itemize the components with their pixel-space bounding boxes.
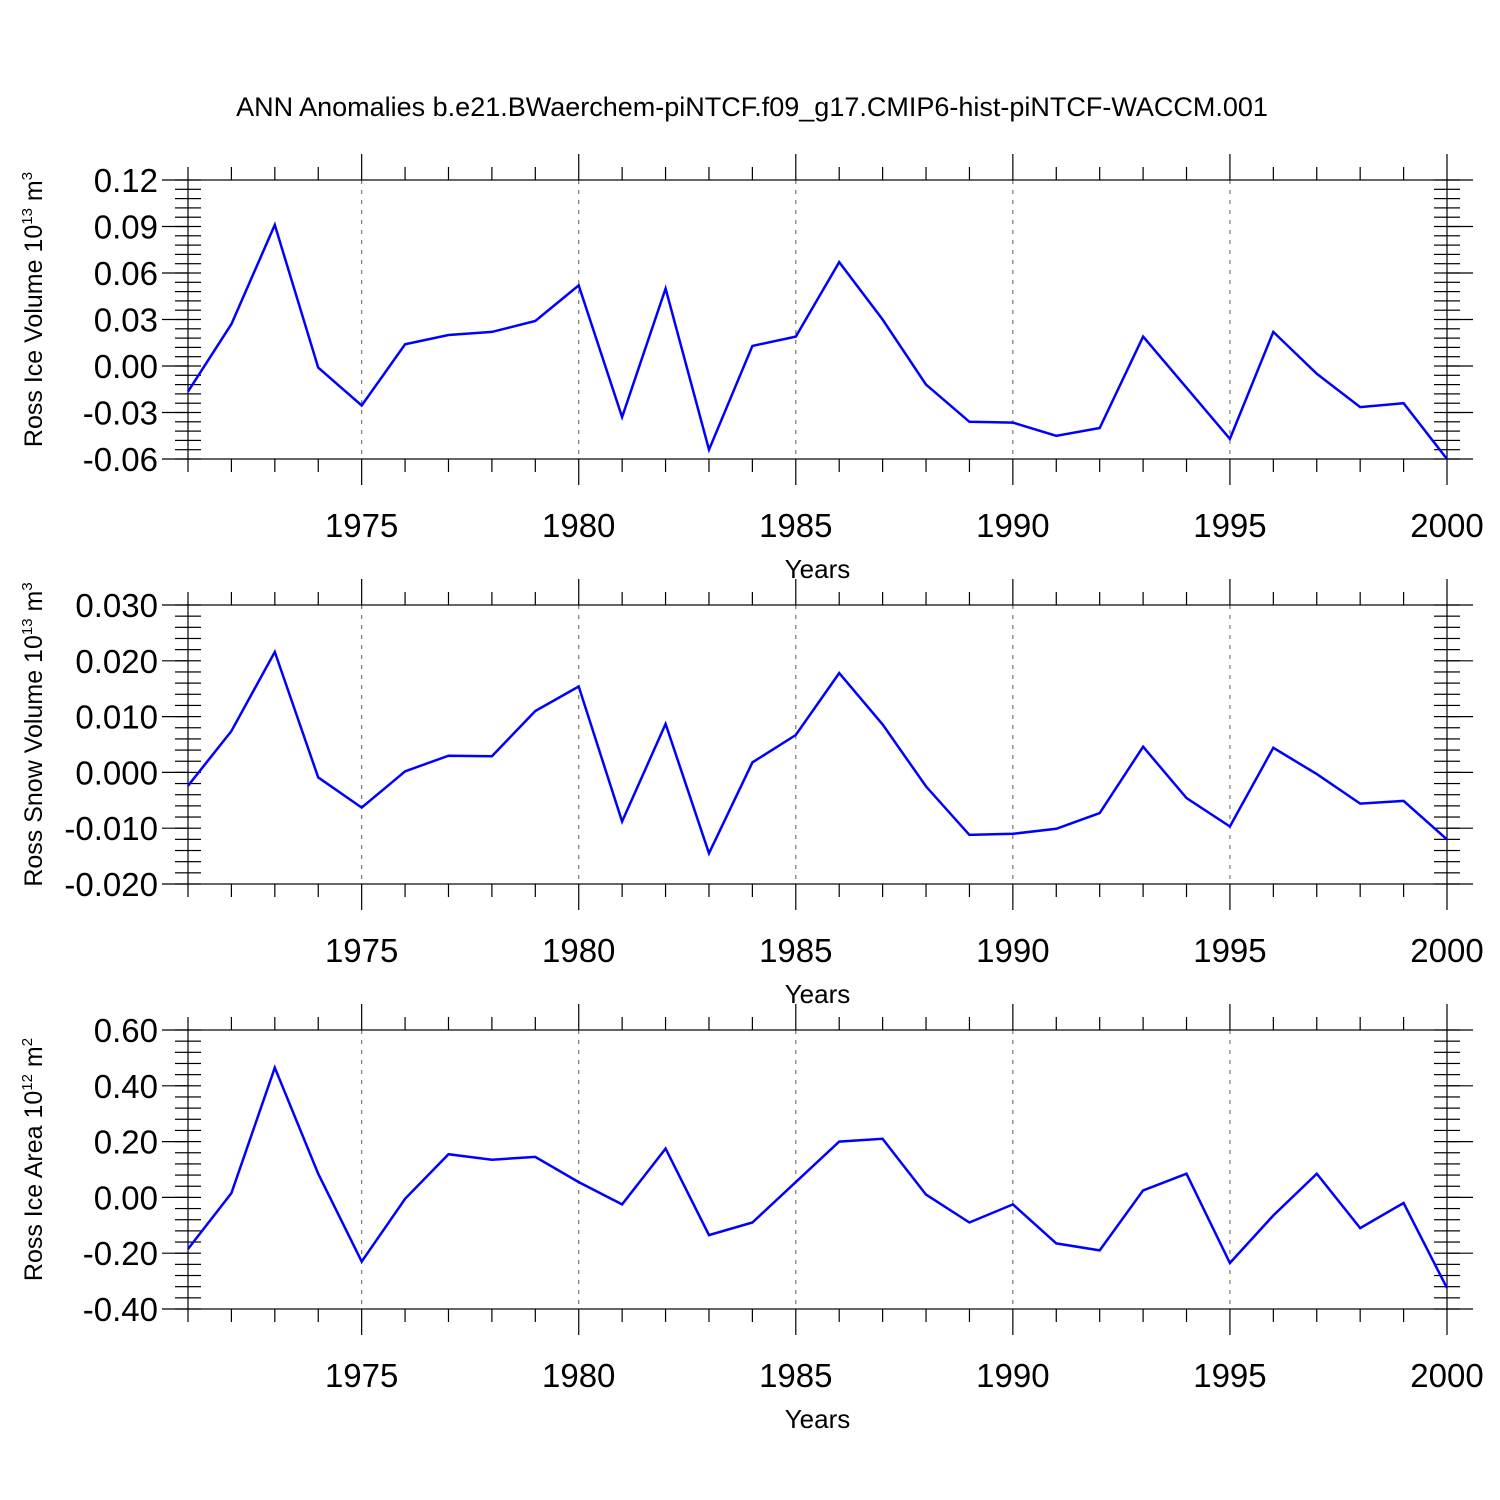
plot-frame bbox=[187, 1029, 1448, 1310]
y-tick-label: -0.06 bbox=[83, 441, 158, 478]
x-tick-label: 1990 bbox=[976, 1357, 1049, 1394]
x-tick-label: 1985 bbox=[759, 1357, 832, 1394]
x-tick-label: 2000 bbox=[1410, 1357, 1483, 1394]
y-tick-label: -0.020 bbox=[64, 866, 158, 903]
chart-panels: -0.06 -0.03 0.00 0.03 0.06 0.09 0.12 1975 1980 19… bbox=[19, 154, 1484, 1434]
x-tick-label: 2000 bbox=[1410, 507, 1483, 544]
series-line bbox=[186, 221, 1448, 460]
x-tick-label: 1980 bbox=[542, 507, 615, 544]
panel-3: -0.40 -0.20 0.00 0.20 0.40 0.60 1975 1980 1985 19… bbox=[19, 1004, 1484, 1434]
y-tick-label: 0.000 bbox=[75, 754, 158, 791]
y-tick-label: 0.60 bbox=[94, 1012, 158, 1049]
x-tick-label: 1995 bbox=[1193, 932, 1266, 969]
y-tick-label: 0.20 bbox=[94, 1124, 158, 1161]
y-tick-label: 0.030 bbox=[75, 587, 158, 624]
chart-title: ANN Anomalies b.e21.BWaerchem-piNTCF.f09… bbox=[236, 92, 1268, 122]
x-tick-label: 1985 bbox=[759, 932, 832, 969]
panel-2: -0.020 -0.010 0.000 0.010 0.020 0.030 1975 1980… bbox=[19, 579, 1484, 1009]
x-tick-label: 1975 bbox=[325, 932, 398, 969]
x-tick-label: 1990 bbox=[976, 507, 1049, 544]
y-tick-label: 0.00 bbox=[94, 348, 158, 385]
plot-frame bbox=[187, 179, 1448, 460]
panel-1: -0.06 -0.03 0.00 0.03 0.06 0.09 0.12 1975 1980 19… bbox=[19, 154, 1484, 584]
x-tick-label: 1975 bbox=[325, 507, 398, 544]
x-tick-label: 1985 bbox=[759, 507, 832, 544]
x-tick-label: 2000 bbox=[1410, 932, 1483, 969]
y-axis-label: Ross Ice Area 1012 m2 bbox=[19, 1038, 48, 1281]
x-axis-label: Years bbox=[785, 1404, 851, 1434]
series-line bbox=[187, 648, 1448, 857]
y-tick-label: 0.010 bbox=[75, 699, 158, 736]
y-tick-label: 0.40 bbox=[94, 1068, 158, 1105]
y-tick-label: 0.00 bbox=[94, 1179, 158, 1216]
x-tick-label: 1980 bbox=[542, 932, 615, 969]
y-tick-label: -0.20 bbox=[83, 1235, 158, 1272]
y-tick-label: 0.020 bbox=[75, 643, 158, 680]
y-tick-label: 0.12 bbox=[94, 162, 158, 199]
x-tick-label: 1975 bbox=[325, 1357, 398, 1394]
y-axis-label: Ross Snow Volume 1013 m3 bbox=[19, 582, 48, 886]
x-axis-label: Years bbox=[785, 554, 851, 584]
x-tick-label: 1990 bbox=[976, 932, 1049, 969]
y-axis-label: Ross Ice Volume 1013 m3 bbox=[19, 172, 48, 447]
y-tick-label: -0.03 bbox=[83, 395, 158, 432]
x-tick-label: 1995 bbox=[1193, 507, 1266, 544]
x-tick-label: 1995 bbox=[1193, 1357, 1266, 1394]
y-tick-label: 0.06 bbox=[94, 255, 158, 292]
x-tick-label: 1980 bbox=[542, 1357, 615, 1394]
y-tick-label: 0.09 bbox=[94, 209, 158, 246]
plot-frame bbox=[187, 604, 1448, 885]
y-tick-label: 0.03 bbox=[94, 302, 158, 339]
y-tick-label: -0.40 bbox=[83, 1291, 158, 1328]
y-tick-label: -0.010 bbox=[64, 810, 158, 847]
series-line bbox=[187, 1064, 1449, 1289]
x-axis-label: Years bbox=[785, 979, 851, 1009]
